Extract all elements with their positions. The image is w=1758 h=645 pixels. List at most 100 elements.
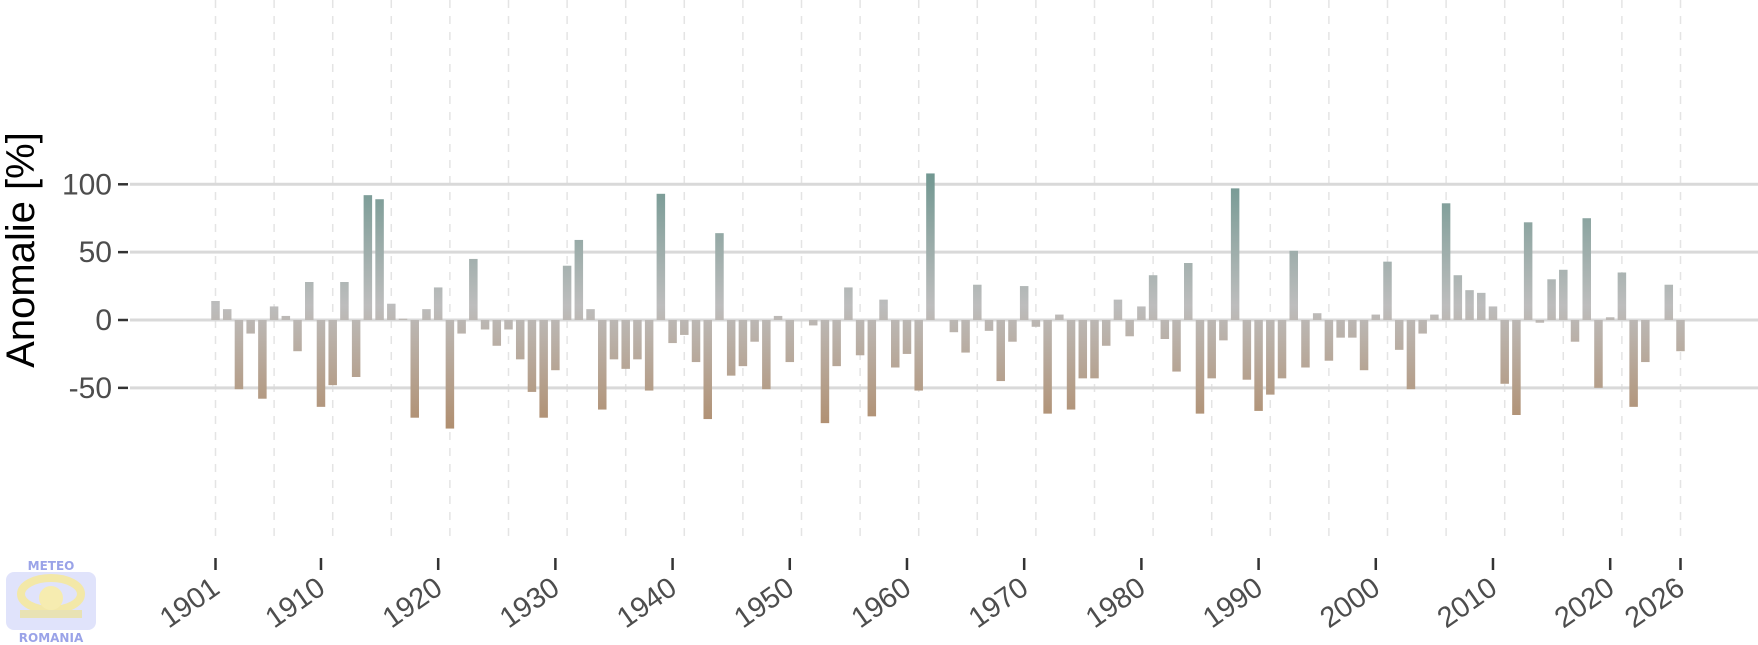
bar-1994 — [1301, 320, 1310, 368]
bar-1971 — [1031, 320, 1041, 327]
x-tick-label: 1980 — [1080, 572, 1151, 635]
bar-1950 — [785, 320, 795, 363]
x-tick-label: 1960 — [846, 572, 917, 635]
bar-1961 — [914, 320, 923, 391]
bar-1995 — [1312, 313, 1322, 320]
x-tick-label: 2000 — [1315, 572, 1386, 635]
bar-1979 — [1125, 320, 1134, 337]
bar-1991 — [1266, 320, 1275, 395]
bar-1946 — [738, 320, 748, 367]
bar-1992 — [1277, 320, 1287, 379]
bar-2021 — [1617, 272, 1627, 320]
bar-1962 — [926, 173, 935, 320]
bar-2023 — [1641, 320, 1650, 363]
bar-1969 — [1008, 320, 1017, 342]
meteo-romania-logo: METEO ROMANIA — [6, 559, 96, 644]
bar-2001 — [1383, 261, 1392, 320]
svg-text:ROMANIA: ROMANIA — [19, 631, 84, 644]
y-tick-labels: -50 0 50 100 — [62, 168, 128, 405]
bar-1938 — [644, 320, 654, 391]
bar-1981 — [1148, 275, 1158, 320]
bar-1999 — [1359, 320, 1369, 371]
bar-1989 — [1242, 320, 1252, 380]
bar-1987 — [1219, 320, 1228, 341]
bar-2008 — [1465, 290, 1474, 320]
bar-2011 — [1500, 320, 1509, 384]
bar-1939 — [656, 193, 666, 320]
bar-1956 — [855, 320, 865, 356]
bar-2004 — [1418, 320, 1427, 334]
bar-1937 — [633, 320, 642, 360]
bar-1925 — [492, 320, 502, 346]
bar-1911 — [328, 320, 337, 386]
bar-2026 — [1676, 320, 1685, 352]
bar-2016 — [1559, 269, 1568, 320]
bar-2010 — [1488, 306, 1498, 320]
bar-1993 — [1289, 250, 1298, 320]
bar-1949 — [773, 315, 783, 320]
y-tick-label: 0 — [95, 304, 112, 337]
bar-1957 — [867, 320, 877, 417]
bar-1966 — [973, 284, 982, 320]
x-tick-label: 2010 — [1432, 572, 1503, 635]
bar-1914 — [363, 195, 373, 320]
bar-1910 — [316, 320, 326, 407]
bar-2014 — [1535, 320, 1545, 323]
bar-2013 — [1523, 222, 1533, 320]
bar-1997 — [1336, 320, 1345, 338]
y-axis-label: Anomalie [%] — [0, 132, 43, 368]
bar-1955 — [844, 287, 853, 320]
x-tick-label: 1901 — [154, 572, 225, 635]
y-tick-label: 50 — [79, 236, 112, 269]
bar-1904 — [246, 320, 255, 334]
bar-1990 — [1254, 320, 1263, 411]
bar-1934 — [598, 320, 607, 410]
bar-1974 — [1066, 320, 1076, 410]
bar-2015 — [1547, 279, 1556, 320]
bar-1983 — [1172, 320, 1181, 372]
bar-1973 — [1055, 314, 1064, 320]
bar-1958 — [879, 299, 888, 320]
bar-1998 — [1348, 320, 1357, 338]
bar-1940 — [668, 320, 677, 344]
bar-2020 — [1605, 317, 1615, 320]
bar-1930 — [551, 320, 560, 371]
bar-1972 — [1043, 320, 1052, 414]
bar-1965 — [961, 320, 970, 353]
bar-1921 — [445, 320, 455, 429]
x-tick-label: 2026 — [1619, 572, 1690, 635]
bar-1985 — [1195, 320, 1205, 414]
bar-2003 — [1406, 320, 1416, 390]
bar-2006 — [1441, 203, 1451, 320]
bar-2012 — [1512, 320, 1521, 415]
bar-1978 — [1113, 299, 1123, 320]
grid-lines — [130, 0, 1758, 540]
bar-2002 — [1394, 320, 1404, 350]
bar-1943 — [703, 320, 712, 420]
bar-2017 — [1570, 320, 1580, 342]
bar-1954 — [832, 320, 841, 367]
bar-1988 — [1230, 188, 1240, 320]
x-tick-label: 1950 — [729, 572, 800, 635]
bars — [211, 173, 1685, 429]
bar-1929 — [539, 320, 548, 418]
bar-1933 — [586, 309, 595, 320]
bar-1919 — [422, 309, 431, 320]
x-tick-label: 1930 — [494, 572, 565, 635]
bar-1976 — [1090, 320, 1099, 379]
x-tick-label: 1970 — [963, 572, 1034, 635]
bar-1903 — [234, 320, 244, 390]
x-tick-label: 1920 — [377, 572, 448, 635]
bar-1915 — [375, 199, 384, 320]
bar-1918 — [410, 320, 419, 418]
bar-1931 — [562, 265, 572, 320]
x-tick-label: 1990 — [1197, 572, 1268, 635]
bar-1968 — [996, 320, 1005, 382]
bar-1948 — [762, 320, 771, 390]
bar-1986 — [1207, 320, 1216, 379]
x-tick-label: 1940 — [611, 572, 682, 635]
bar-2000 — [1371, 314, 1381, 320]
bar-1926 — [504, 320, 513, 330]
bar-2019 — [1594, 320, 1603, 388]
